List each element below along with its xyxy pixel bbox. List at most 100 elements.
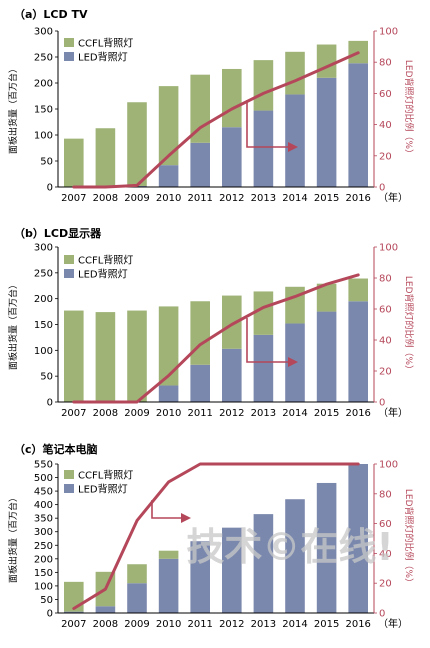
y-tick-label: 250 [34,53,53,64]
y2-tick-label: 0 [379,609,385,620]
x-tick-label: 2016 [345,408,370,419]
y-tick-label: 200 [34,294,53,305]
y-tick-label: 400 [34,500,53,511]
bar-led-2011 [190,365,210,402]
y2-axis-title: LED背照灯的比例（%） [403,489,415,587]
y-tick-label: 150 [34,320,53,331]
legend-swatch-led [64,52,74,61]
bar-ccfl-2009 [127,311,147,402]
x-tick-label: 2015 [314,619,339,630]
x-tick-label: 2012 [219,193,244,204]
y-tick-label: 200 [34,79,53,90]
x-tick-label: 2010 [156,408,181,419]
y-tick-label: 450 [34,487,53,498]
chart-title: （a）LCD TV [14,8,88,21]
bar-ccfl-2013 [254,60,274,110]
bar-ccfl-2016 [348,279,368,302]
chart-panel-1: （a）LCD TV0501001502002503000204060801002… [7,8,415,204]
x-tick-label: 2007 [61,193,86,204]
y-tick-label: 300 [34,527,53,538]
bar-ccfl-2008 [96,312,116,402]
chart-title: （c）笔记本电脑 [14,442,98,456]
annotation-arrow-line [152,500,183,518]
bar-led-2010 [159,165,179,187]
y2-tick-label: 40 [379,336,392,347]
y2-tick-label: 20 [379,151,392,162]
legend-label-ccfl: CCFL背照灯 [78,254,133,267]
bar-ccfl-2009 [127,564,147,583]
y-tick-label: 50 [40,595,53,606]
x-tick-label: 2011 [187,619,212,630]
y-tick-label: 300 [34,27,53,38]
x-tick-label: 2011 [187,193,212,204]
bar-ccfl-2007 [64,139,84,187]
legend-swatch-ccfl [64,470,74,479]
bar-led-2009 [127,583,147,613]
legend-label-led: LED背照灯 [78,51,128,64]
legend-swatch-ccfl [64,38,74,47]
bar-led-2010 [159,559,179,613]
y-axis-title: 面板出货量（百万台） [7,493,19,583]
x-tick-label: 2014 [282,193,307,204]
chart-panel-2: （b）LCD显示器0501001502002503000204060801002… [7,227,415,419]
bar-ccfl-2014 [285,52,305,95]
x-tick-label: 2010 [156,193,181,204]
x-unit-label: （年） [378,191,408,204]
bar-ccfl-2008 [96,128,116,187]
x-unit-label: （年） [378,406,408,419]
bar-led-2008 [96,606,116,613]
x-tick-label: 2013 [251,408,276,419]
y2-tick-label: 80 [379,58,392,69]
y-tick-label: 250 [34,541,53,552]
watermark-text: 技术©在线! [186,525,393,569]
y2-tick-label: 20 [379,367,392,378]
y2-axis-title: LED背照灯的比例（%） [403,60,415,158]
bar-led-2015 [317,312,337,402]
bar-led-2014 [285,94,305,187]
x-tick-label: 2008 [93,193,118,204]
x-tick-label: 2015 [314,408,339,419]
x-tick-label: 2016 [345,619,370,630]
bar-led-2013 [254,111,274,187]
legend-swatch-led [64,484,74,493]
bar-led-2016 [348,301,368,402]
bar-ccfl-2010 [159,86,179,165]
bar-ccfl-2010 [159,551,179,559]
y2-tick-label: 60 [379,89,392,100]
y-tick-label: 100 [34,131,53,142]
x-tick-label: 2007 [61,619,86,630]
y2-tick-label: 80 [379,274,392,285]
bar-led-2013 [254,335,274,402]
y2-tick-label: 80 [379,489,392,500]
y2-tick-label: 0 [379,398,385,409]
x-tick-label: 2010 [156,619,181,630]
x-tick-label: 2014 [282,408,307,419]
bar-led-2015 [317,78,337,187]
y-tick-label: 150 [34,105,53,116]
y-tick-label: 500 [34,473,53,484]
annotation-arrow-head [181,513,191,523]
bar-led-2011 [190,143,210,187]
y2-axis-title: LED背照灯的比例（%） [403,276,415,374]
bar-led-2012 [222,127,242,187]
x-tick-label: 2009 [124,619,149,630]
bar-ccfl-2014 [285,287,305,324]
x-tick-label: 2011 [187,408,212,419]
x-tick-label: 2009 [124,193,149,204]
y-tick-label: 550 [34,460,53,471]
y-tick-label: 350 [34,514,53,525]
legend-label-led: LED背照灯 [78,268,128,281]
y-tick-label: 0 [47,609,53,620]
y2-tick-label: 100 [379,243,398,254]
y2-tick-label: 40 [379,120,392,131]
x-tick-label: 2014 [282,619,307,630]
legend-swatch-ccfl [64,255,74,264]
y-tick-label: 50 [40,372,53,383]
y-tick-label: 0 [47,183,53,194]
bar-ccfl-2011 [190,301,210,365]
